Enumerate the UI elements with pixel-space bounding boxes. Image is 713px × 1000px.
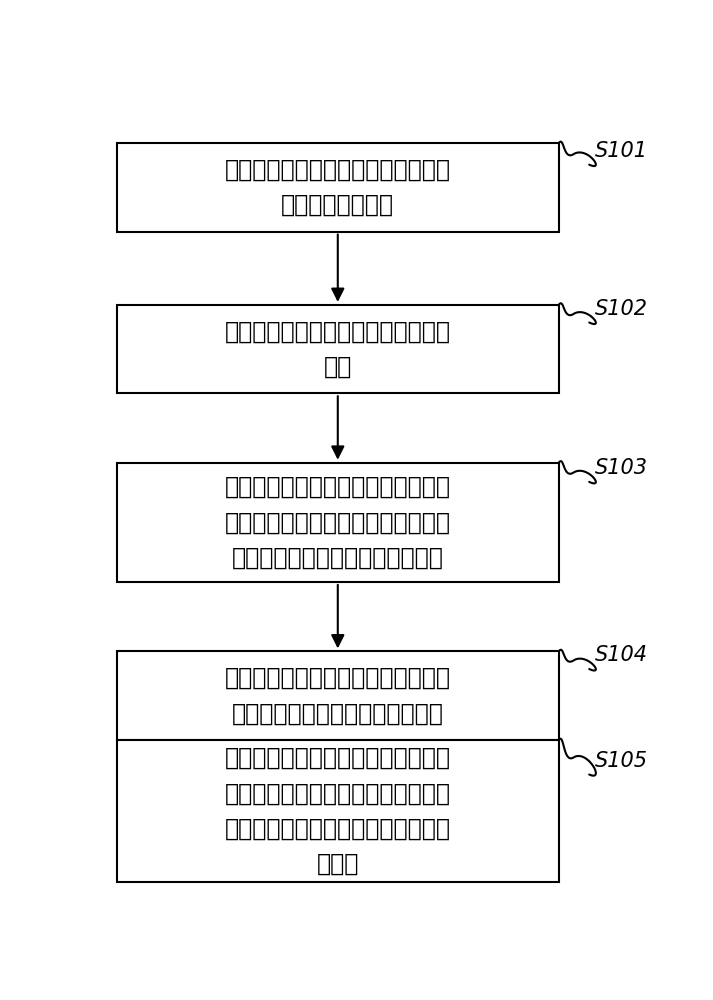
Bar (117, 463, 559, 582)
Bar (117, 651, 559, 740)
Text: S101: S101 (595, 141, 647, 161)
Text: S104: S104 (595, 645, 647, 665)
Text: 将固态的硅原料装载到所述籽晶层的
上方: 将固态的硅原料装载到所述籽晶层的 上方 (225, 319, 451, 379)
Text: 控制所述多晶硅锭生长炉内的热场，
对所述液体层进行结晶形成结晶层: 控制所述多晶硅锭生长炉内的热场， 对所述液体层进行结晶形成结晶层 (225, 666, 451, 725)
Bar (117, 143, 559, 232)
Bar (117, 305, 559, 393)
Text: 在多晶硅锭生长炉内的容器底部铺设
籽晶，形成籽晶层: 在多晶硅锭生长炉内的容器底部铺设 籽晶，形成籽晶层 (225, 158, 451, 217)
Text: S102: S102 (595, 299, 647, 319)
Text: S105: S105 (595, 751, 647, 771)
Text: 对容器进行加热，熔化硅原料和部分
籽晶层，以形成液体层，至少保持与
容器底部接触的部分籽晶层为固态: 对容器进行加热，熔化硅原料和部分 籽晶层，以形成液体层，至少保持与 容器底部接触… (225, 475, 451, 570)
Bar (117, 740, 559, 882)
Text: S103: S103 (595, 458, 647, 478)
Text: 固液界面向远离容器底部的方向移动
相应距离后，进入回熔结晶过程，至
少执行一次回熔结晶过程后，得到多
晶硅锭: 固液界面向远离容器底部的方向移动 相应距离后，进入回熔结晶过程，至 少执行一次回… (225, 746, 451, 876)
